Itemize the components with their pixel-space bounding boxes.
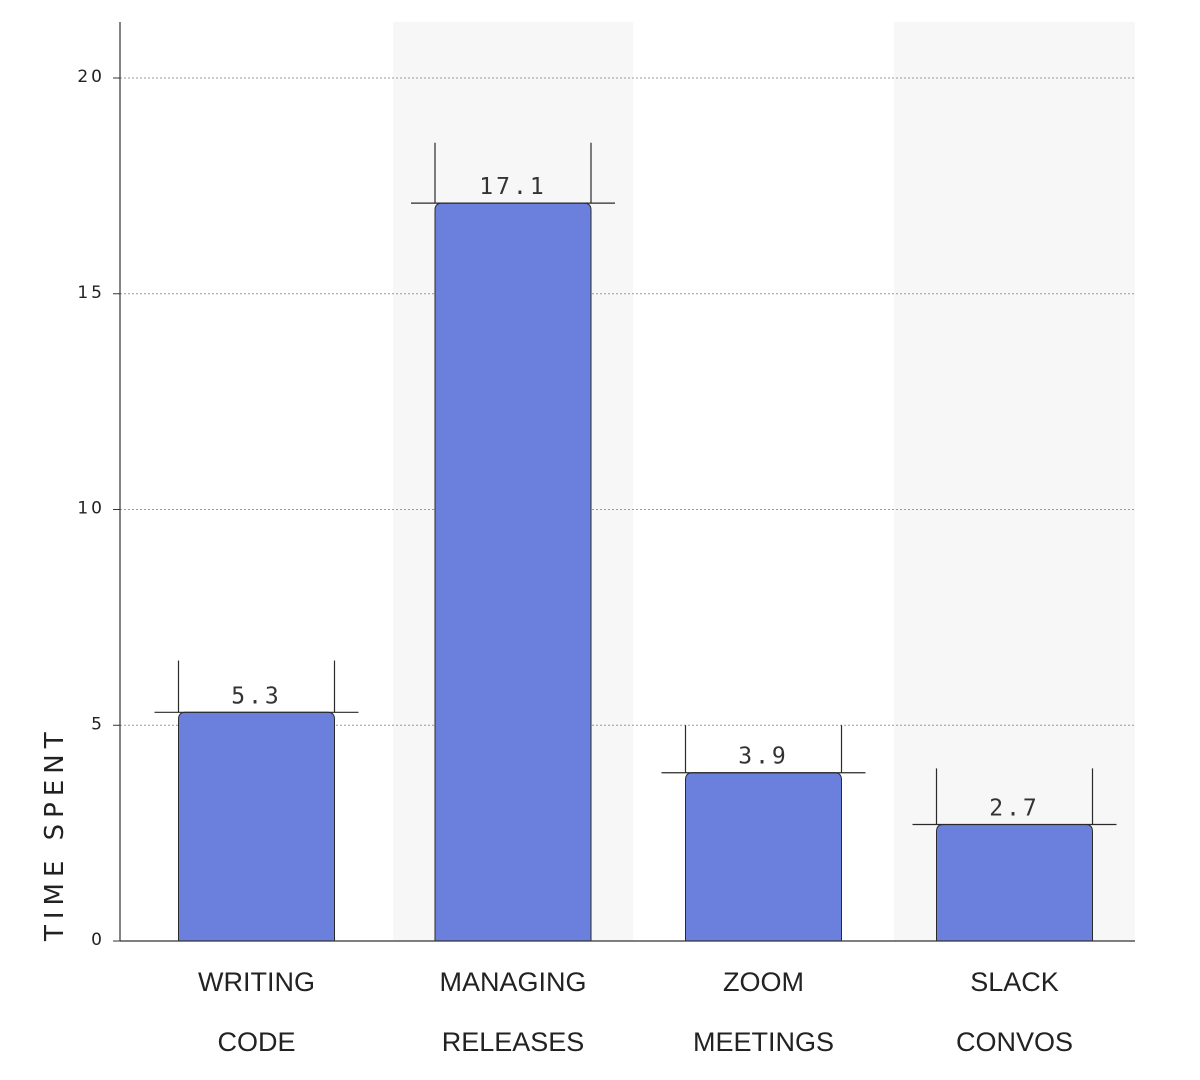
category-label: SLACK (970, 967, 1059, 997)
y-tick-labels: 0 5 10 15 20 (77, 67, 105, 950)
y-tick-label: 5 (91, 714, 105, 734)
y-tick-label: 0 (91, 930, 105, 950)
bar (936, 823, 1093, 942)
error-bars (154, 142, 1117, 826)
bars (178, 202, 1093, 942)
category-label: WRITING (198, 967, 315, 997)
y-tick-label: 20 (77, 67, 105, 87)
value-label: 3.9 (738, 744, 789, 770)
category-bands (393, 22, 1135, 941)
category-label: ZOOM (723, 967, 804, 997)
value-label: 5.3 (231, 683, 282, 709)
y-axis-title: TIME SPENT (40, 726, 70, 942)
category-label: CONVOS (956, 1027, 1073, 1057)
bar (434, 202, 592, 942)
axes (113, 22, 1135, 942)
y-tick-label: 15 (77, 283, 105, 303)
value-label: 17.1 (479, 174, 546, 200)
value-labels: 5.3 17.1 3.9 2.7 (231, 174, 1040, 821)
value-label: 2.7 (989, 795, 1040, 821)
category-band (894, 22, 1135, 941)
category-label: MANAGING (439, 967, 586, 997)
bar (178, 711, 335, 942)
y-tick-label: 10 (77, 499, 105, 519)
category-label: MEETINGS (693, 1027, 834, 1057)
category-label: RELEASES (442, 1027, 585, 1057)
category-label: CODE (217, 1027, 295, 1057)
category-labels: WRITING CODE MANAGING RELEASES ZOOM MEETINGS S… (198, 967, 1073, 1057)
bar (685, 772, 842, 942)
